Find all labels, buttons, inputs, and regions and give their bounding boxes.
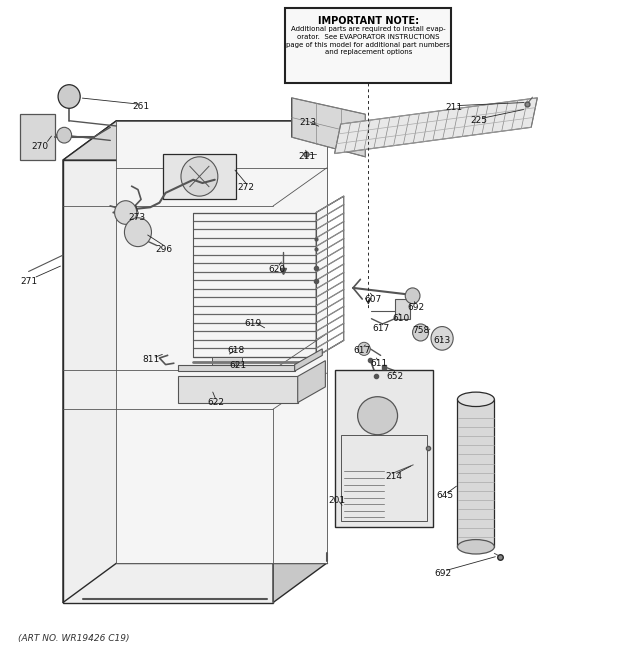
Text: 692: 692 [407, 303, 424, 312]
Text: 211: 211 [446, 103, 463, 112]
Text: 296: 296 [156, 245, 173, 254]
Circle shape [125, 217, 151, 247]
Polygon shape [298, 361, 326, 403]
Polygon shape [63, 121, 327, 160]
Polygon shape [117, 121, 327, 563]
Ellipse shape [458, 392, 494, 407]
Text: 617: 617 [372, 324, 389, 333]
Bar [285, 8, 451, 83]
Polygon shape [294, 349, 322, 371]
Polygon shape [63, 121, 117, 603]
Text: 211: 211 [298, 152, 316, 161]
Text: Additional parts are required to install evap-
orator.  See EVAPORATOR INSTRUCTI: Additional parts are required to install… [286, 26, 450, 56]
Circle shape [413, 324, 428, 341]
Text: 271: 271 [20, 277, 37, 286]
Polygon shape [20, 114, 55, 160]
Text: 620: 620 [269, 265, 286, 274]
Ellipse shape [358, 397, 397, 435]
Polygon shape [162, 153, 236, 200]
Text: 225: 225 [471, 116, 487, 125]
Text: 621: 621 [229, 362, 246, 370]
Polygon shape [458, 399, 494, 547]
Circle shape [431, 327, 453, 350]
Text: 201: 201 [329, 496, 345, 506]
Text: 613: 613 [433, 336, 451, 345]
Polygon shape [178, 365, 294, 371]
Circle shape [405, 288, 420, 303]
Text: 758: 758 [412, 326, 429, 335]
Text: 645: 645 [436, 491, 454, 500]
Text: 692: 692 [435, 568, 452, 578]
Text: 214: 214 [385, 471, 402, 481]
Text: 270: 270 [31, 143, 48, 151]
Text: 213: 213 [299, 118, 316, 127]
Text: 607: 607 [365, 295, 382, 303]
Circle shape [358, 342, 370, 356]
Polygon shape [63, 160, 273, 603]
Polygon shape [291, 98, 365, 157]
Text: 610: 610 [392, 314, 410, 323]
Text: 611: 611 [370, 360, 388, 368]
Text: 619: 619 [245, 319, 262, 328]
Text: 273: 273 [128, 214, 145, 222]
Polygon shape [335, 369, 433, 527]
Circle shape [181, 157, 218, 196]
Polygon shape [335, 98, 538, 153]
Circle shape [115, 201, 137, 224]
Text: 811: 811 [143, 355, 160, 364]
Circle shape [57, 128, 71, 143]
Text: (ART NO. WR19426 C19): (ART NO. WR19426 C19) [18, 634, 130, 643]
Ellipse shape [458, 539, 494, 554]
Text: 617: 617 [353, 346, 370, 355]
Polygon shape [178, 376, 298, 403]
Text: 618: 618 [228, 346, 245, 356]
Circle shape [58, 85, 80, 108]
Text: 652: 652 [387, 372, 404, 381]
Polygon shape [273, 121, 327, 603]
Bar [395, 299, 410, 319]
Polygon shape [211, 357, 242, 369]
Text: 272: 272 [237, 183, 254, 192]
Text: 622: 622 [208, 398, 224, 407]
Text: 261: 261 [133, 102, 149, 111]
Text: IMPORTANT NOTE:: IMPORTANT NOTE: [318, 16, 419, 26]
